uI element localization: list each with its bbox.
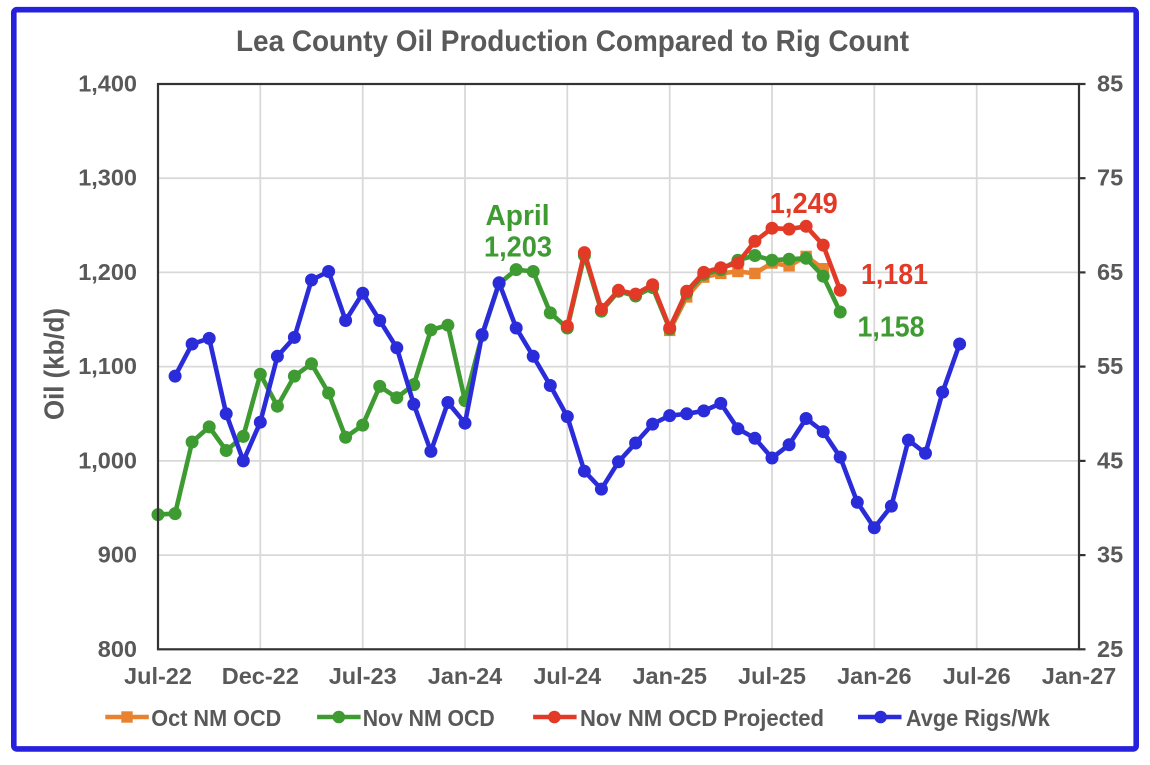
svg-text:55: 55 [1097,353,1123,379]
svg-text:900: 900 [98,542,137,568]
svg-text:Jul-22: Jul-22 [124,663,192,689]
svg-text:1,100: 1,100 [78,353,137,379]
svg-text:1,200: 1,200 [78,259,137,285]
svg-text:Jan-24: Jan-24 [428,663,502,689]
svg-text:1,158: 1,158 [858,312,925,344]
svg-text:75: 75 [1097,165,1123,191]
svg-text:85: 85 [1097,71,1123,97]
svg-text:Avge Rigs/Wk: Avge Rigs/Wk [906,705,1050,731]
svg-text:Jul-24: Jul-24 [533,663,601,689]
svg-text:1,400: 1,400 [78,71,137,97]
svg-text:25: 25 [1097,636,1123,662]
svg-text:1,249: 1,249 [770,188,838,220]
svg-text:April: April [486,200,550,232]
svg-text:Lea County Oil Production Comp: Lea County Oil Production Compared to Ri… [236,25,909,58]
svg-text:65: 65 [1097,259,1123,285]
svg-text:Jan-26: Jan-26 [837,663,911,689]
svg-text:Jul-23: Jul-23 [329,663,397,689]
svg-text:45: 45 [1097,447,1123,473]
svg-text:Jul-25: Jul-25 [738,663,806,689]
svg-text:1,203: 1,203 [484,232,552,264]
svg-text:Jan-27: Jan-27 [1042,663,1116,689]
svg-text:Jan-25: Jan-25 [632,663,706,689]
svg-text:Oct NM OCD: Oct NM OCD [151,705,281,731]
svg-text:1,000: 1,000 [78,447,137,473]
svg-text:Nov NM OCD: Nov NM OCD [363,705,495,731]
svg-text:1,181: 1,181 [861,259,928,291]
svg-text:35: 35 [1097,542,1123,568]
svg-text:Nov NM OCD Projected: Nov NM OCD Projected [580,705,824,731]
svg-text:Oil (kb/d): Oil (kb/d) [39,308,70,420]
svg-text:Dec-22: Dec-22 [222,663,299,689]
svg-text:1,300: 1,300 [78,165,137,191]
svg-text:800: 800 [98,636,137,662]
svg-text:Jul-26: Jul-26 [943,663,1011,689]
